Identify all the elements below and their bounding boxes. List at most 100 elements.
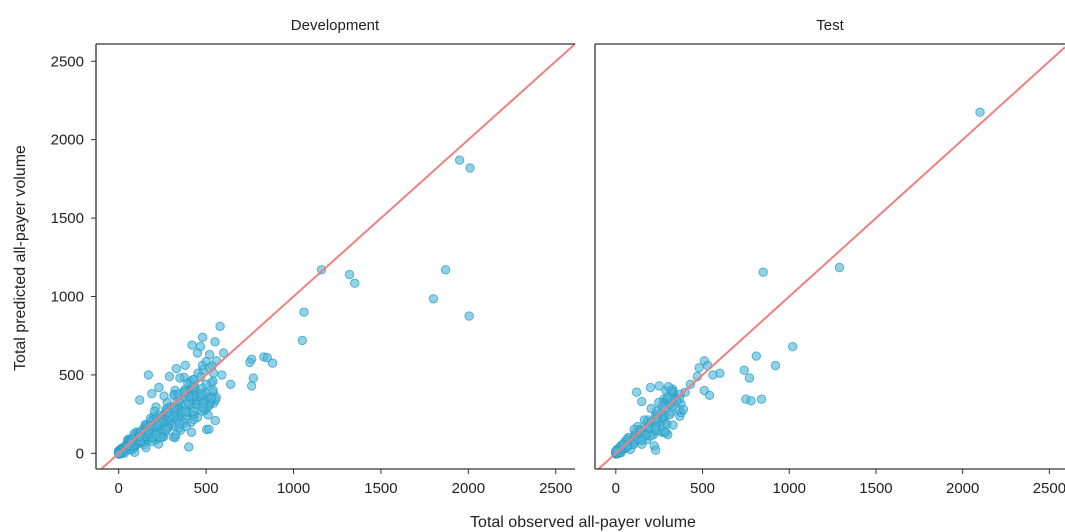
scatter-point <box>171 430 181 440</box>
scatter-point <box>751 351 761 361</box>
y-tick-label: 1000 <box>51 288 84 305</box>
scatter-point <box>206 393 217 403</box>
scatter-point <box>680 387 690 397</box>
panel-development: Development 0 500 1000 1500 2000 2500 0 500 100… <box>51 17 576 497</box>
x-tick-label: 1500 <box>364 480 397 497</box>
scatter-point <box>246 381 257 391</box>
scatter-point <box>788 342 798 352</box>
scatter-point <box>175 373 185 383</box>
scatter-point <box>204 424 214 434</box>
scatter-point <box>143 370 154 380</box>
scatter-point <box>344 269 355 280</box>
scatter-point <box>440 265 451 275</box>
scatter-point <box>645 382 656 393</box>
y-axis-label: Total predicted all-payer volume <box>12 145 29 371</box>
scatter-point <box>704 390 715 400</box>
y-tick-label: 1500 <box>51 210 84 227</box>
scatter-point <box>187 340 197 350</box>
y-tick-label: 2000 <box>51 132 84 149</box>
scatter-point <box>208 385 218 395</box>
scatter-point <box>637 435 647 445</box>
x-axis-label: Total observed all-payer volume <box>470 514 696 531</box>
x-ticks-development: 0 500 1000 1500 2000 2500 <box>115 469 572 497</box>
scatter-point <box>651 424 661 434</box>
x-tick-label: 0 <box>115 480 123 497</box>
scatter-point <box>135 395 145 405</box>
x-tick-label: 1500 <box>859 480 892 497</box>
x-tick-label: 2500 <box>1033 480 1065 497</box>
scatter-point <box>225 379 236 389</box>
y-tick-label: 500 <box>59 367 84 384</box>
panel-title-development: Development <box>291 17 380 34</box>
x-tick-label: 500 <box>690 480 715 497</box>
scatter-point <box>135 431 145 441</box>
scatter-point <box>663 382 674 392</box>
scatter-point <box>744 373 755 383</box>
scatter-point <box>746 396 756 406</box>
scatter-point <box>188 407 199 417</box>
scatter-point <box>180 407 191 417</box>
scatter-point <box>192 348 203 358</box>
scatter-point <box>217 370 227 380</box>
scatter-point <box>210 415 221 426</box>
scatter-point <box>678 404 689 415</box>
scatter-point <box>464 311 474 321</box>
scatter-point <box>758 267 768 277</box>
scatter-point <box>197 332 208 342</box>
scatter-point <box>756 394 767 404</box>
scatter-point <box>201 379 211 389</box>
scatter-point <box>149 406 160 416</box>
scatter-point <box>161 425 171 435</box>
axes-test <box>594 43 1065 470</box>
panel-title-test: Test <box>816 17 844 34</box>
scatter-point <box>316 265 327 275</box>
y-tick-label: 0 <box>76 445 84 462</box>
x-tick-label: 500 <box>194 480 219 497</box>
scatter-point <box>204 349 215 360</box>
scatter-point <box>708 370 718 380</box>
scatter-point <box>151 429 161 440</box>
scatter-point <box>654 381 664 391</box>
scatter-point <box>215 321 225 331</box>
scatter-point <box>465 163 475 173</box>
scatter-point <box>248 373 259 383</box>
scatter-point <box>694 363 704 373</box>
scatter-point <box>297 335 307 346</box>
scatter-point <box>171 363 182 374</box>
axes-development <box>95 43 575 470</box>
scatter-point <box>186 427 197 437</box>
scatter-point <box>189 374 199 385</box>
scatter-point <box>663 392 673 402</box>
scatter-point <box>196 389 206 399</box>
scatter-point <box>197 403 208 413</box>
x-ticks-test: 0 500 1000 1500 2000 2500 <box>612 469 1065 497</box>
scatter-point <box>661 427 671 437</box>
x-tick-label: 2000 <box>452 480 485 497</box>
scatter-point <box>174 419 185 429</box>
scatter-point <box>631 387 642 397</box>
panel-test: Test 0 500 1000 1500 2000 2500 <box>594 17 1065 497</box>
scatter-point <box>141 443 151 453</box>
scatter-point <box>245 357 255 368</box>
scatter-point <box>159 391 169 401</box>
scatter-point <box>164 371 175 382</box>
scatter-point <box>154 382 164 393</box>
x-tick-label: 1000 <box>773 480 806 497</box>
scatter-point <box>218 348 229 358</box>
scatter-point <box>428 294 439 304</box>
scatter-point <box>611 446 621 456</box>
y-tick-label: 2500 <box>51 53 84 70</box>
scatter-point <box>350 278 360 288</box>
identity-line-development <box>100 43 576 470</box>
scatter-point <box>664 410 675 420</box>
scatter-point <box>975 107 985 117</box>
scatter-point <box>267 358 278 368</box>
y-ticks-development: 0 500 1000 1500 2000 2500 <box>51 53 96 462</box>
x-tick-label: 0 <box>612 480 620 497</box>
scatter-point <box>180 360 191 370</box>
scatter-point <box>770 360 781 371</box>
scatter-point <box>834 262 845 273</box>
x-tick-label: 2500 <box>539 480 572 497</box>
scatter-point <box>739 365 749 375</box>
